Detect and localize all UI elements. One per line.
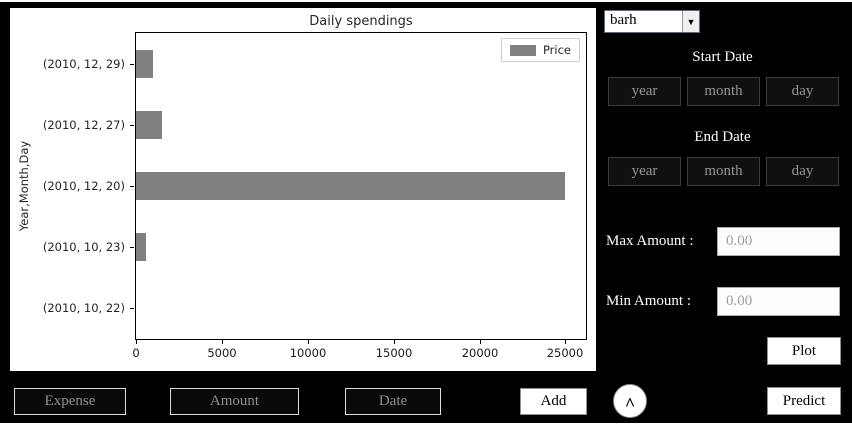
up-caret-icon: ^ <box>624 394 636 414</box>
y-tick-label: (2010, 10, 23) <box>42 240 125 254</box>
amount-entry-input[interactable] <box>170 388 299 415</box>
y-tick-mark <box>130 247 134 248</box>
legend-swatch <box>509 44 536 56</box>
y-tick-mark <box>130 125 134 126</box>
min-amount-input[interactable] <box>717 287 840 316</box>
scroll-up-button[interactable]: ^ <box>613 384 647 418</box>
start-date-label: Start Date <box>692 49 753 65</box>
x-tick-mark <box>308 340 309 344</box>
end-day-input[interactable] <box>766 157 839 186</box>
y-tick-label: (2010, 10, 22) <box>42 301 125 315</box>
chart-panel: Daily spendings Year,Month,Day Price (20… <box>10 8 596 371</box>
end-date-label: End Date <box>694 129 751 145</box>
max-amount-input[interactable] <box>717 227 840 256</box>
x-tick-label: 0 <box>132 346 140 360</box>
y-tick-mark <box>130 186 134 187</box>
y-tick-label: (2010, 12, 20) <box>42 179 125 193</box>
start-month-input[interactable] <box>687 77 760 106</box>
y-tick-mark <box>130 308 134 309</box>
x-tick-label: 25000 <box>546 346 584 360</box>
x-tick-mark <box>222 340 223 344</box>
end-month-input[interactable] <box>687 157 760 186</box>
legend-label: Price <box>542 43 571 57</box>
chevron-down-icon[interactable]: ▼ <box>682 11 699 32</box>
end-year-input[interactable] <box>608 157 681 186</box>
y-tick-mark <box>130 64 134 65</box>
chart-type-select[interactable]: barh ▼ <box>604 10 700 33</box>
add-button[interactable]: Add <box>520 388 587 415</box>
x-tick-mark <box>394 340 395 344</box>
start-year-input[interactable] <box>608 77 681 106</box>
y-tick-label: (2010, 12, 27) <box>42 118 125 132</box>
plot-button[interactable]: Plot <box>767 337 841 365</box>
chart-title: Daily spendings <box>309 14 413 29</box>
x-tick-mark <box>565 340 566 344</box>
bar <box>136 233 146 261</box>
start-day-input[interactable] <box>766 77 839 106</box>
x-tick-label: 20000 <box>461 346 499 360</box>
expense-input[interactable] <box>14 388 126 415</box>
bar <box>136 111 162 139</box>
date-input[interactable] <box>345 388 441 415</box>
bar <box>136 50 153 78</box>
x-tick-label: 5000 <box>207 346 237 360</box>
legend: Price <box>500 38 580 62</box>
max-amount-label: Max Amount : <box>606 233 694 249</box>
predict-button[interactable]: Predict <box>767 387 841 415</box>
min-amount-label: Min Amount : <box>606 293 692 309</box>
chart-type-value: barh <box>610 12 637 28</box>
x-tick-mark <box>480 340 481 344</box>
plot-area: Price <box>135 32 587 340</box>
x-tick-mark <box>136 340 137 344</box>
x-tick-label: 10000 <box>289 346 327 360</box>
x-tick-label: 15000 <box>375 346 413 360</box>
bar <box>136 172 565 200</box>
y-tick-label: (2010, 12, 29) <box>42 57 125 71</box>
